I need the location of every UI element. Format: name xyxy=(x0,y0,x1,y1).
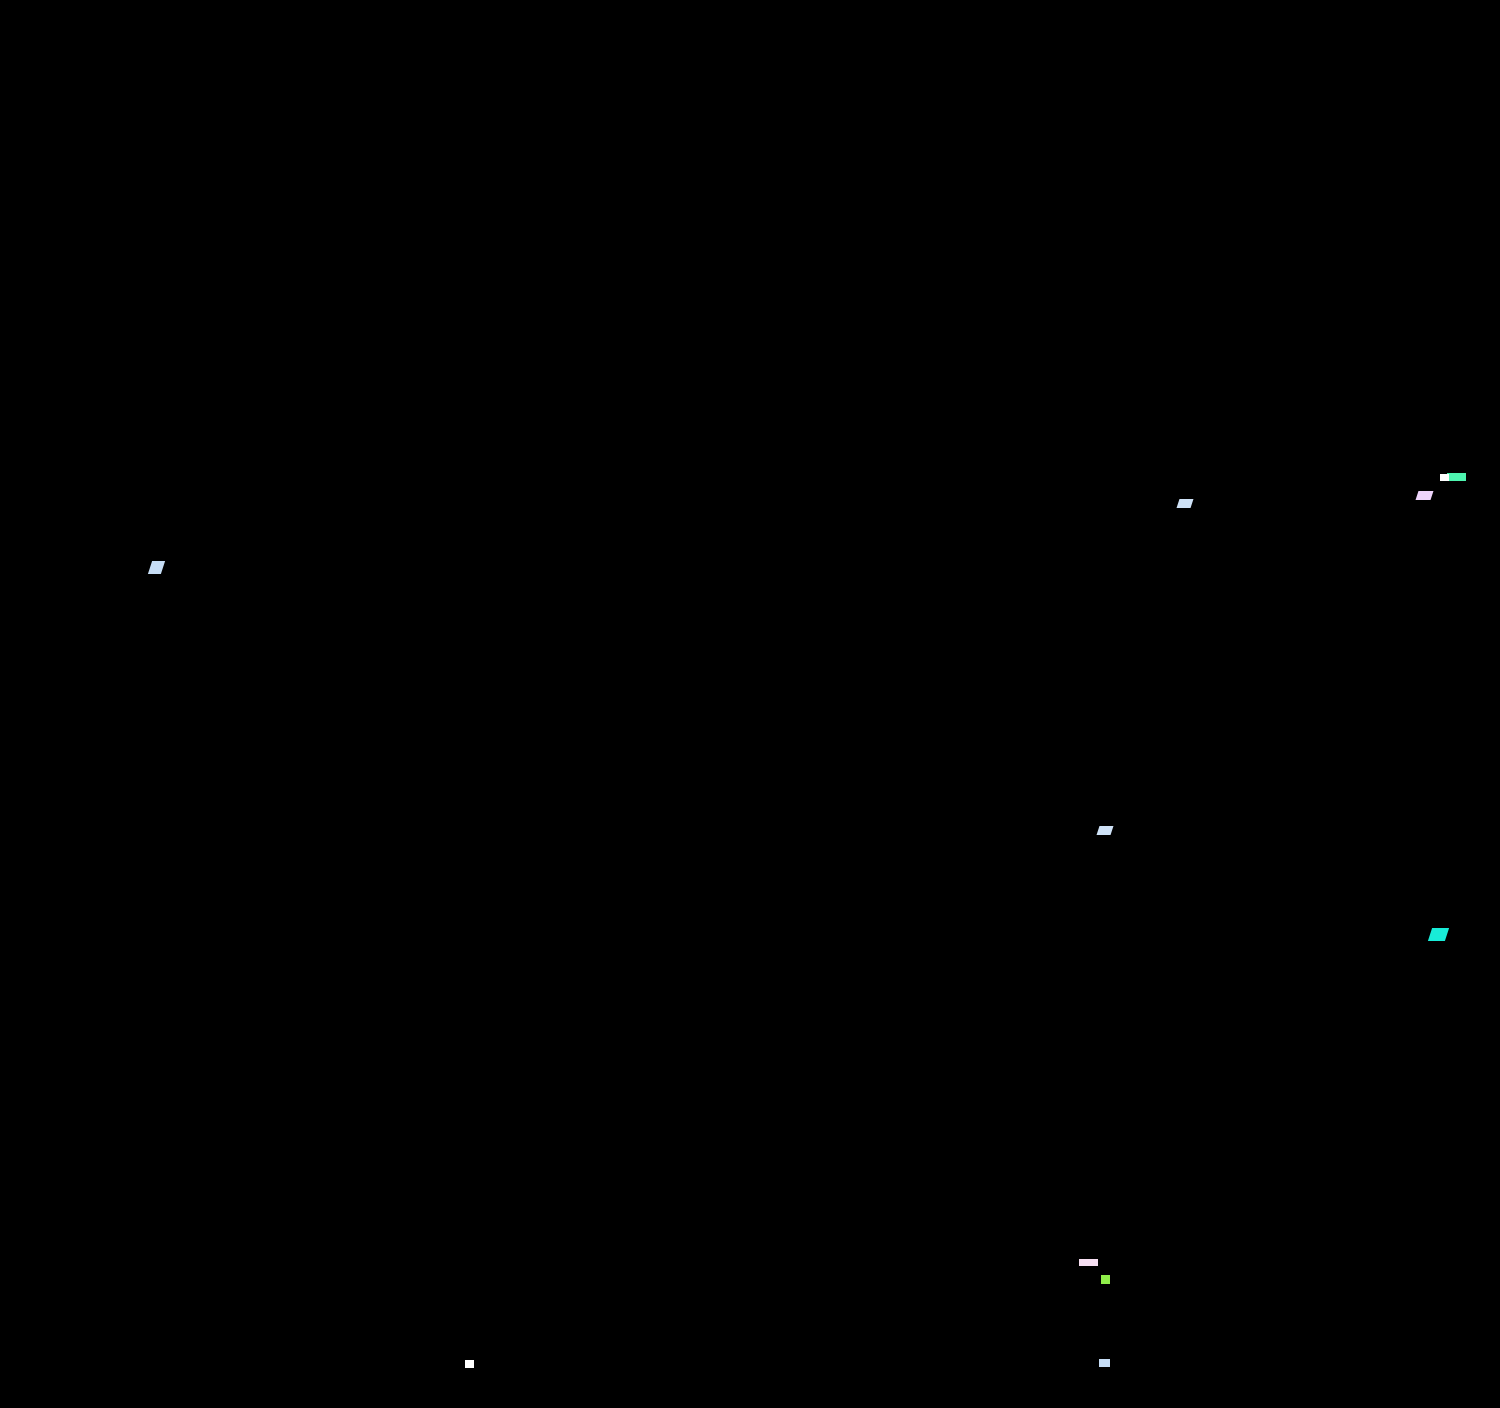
fragment-right-cyan xyxy=(1427,928,1450,941)
fragment-lower-lime xyxy=(1101,1275,1110,1284)
fragment-center-right-pale-blue xyxy=(1096,826,1114,835)
fragment-mid-pale-blue xyxy=(1176,499,1194,508)
fragment-bottom-pale-blue xyxy=(1099,1359,1110,1367)
fragment-lower-pale-pink xyxy=(1079,1259,1098,1266)
fragment-bottom-left-white xyxy=(465,1360,474,1368)
fragment-upper-right-white xyxy=(1440,474,1449,481)
fragment-upper-right-lavender xyxy=(1415,491,1434,500)
fragment-left-pale-blue xyxy=(147,561,166,574)
fragment-upper-right-mint xyxy=(1447,473,1466,481)
